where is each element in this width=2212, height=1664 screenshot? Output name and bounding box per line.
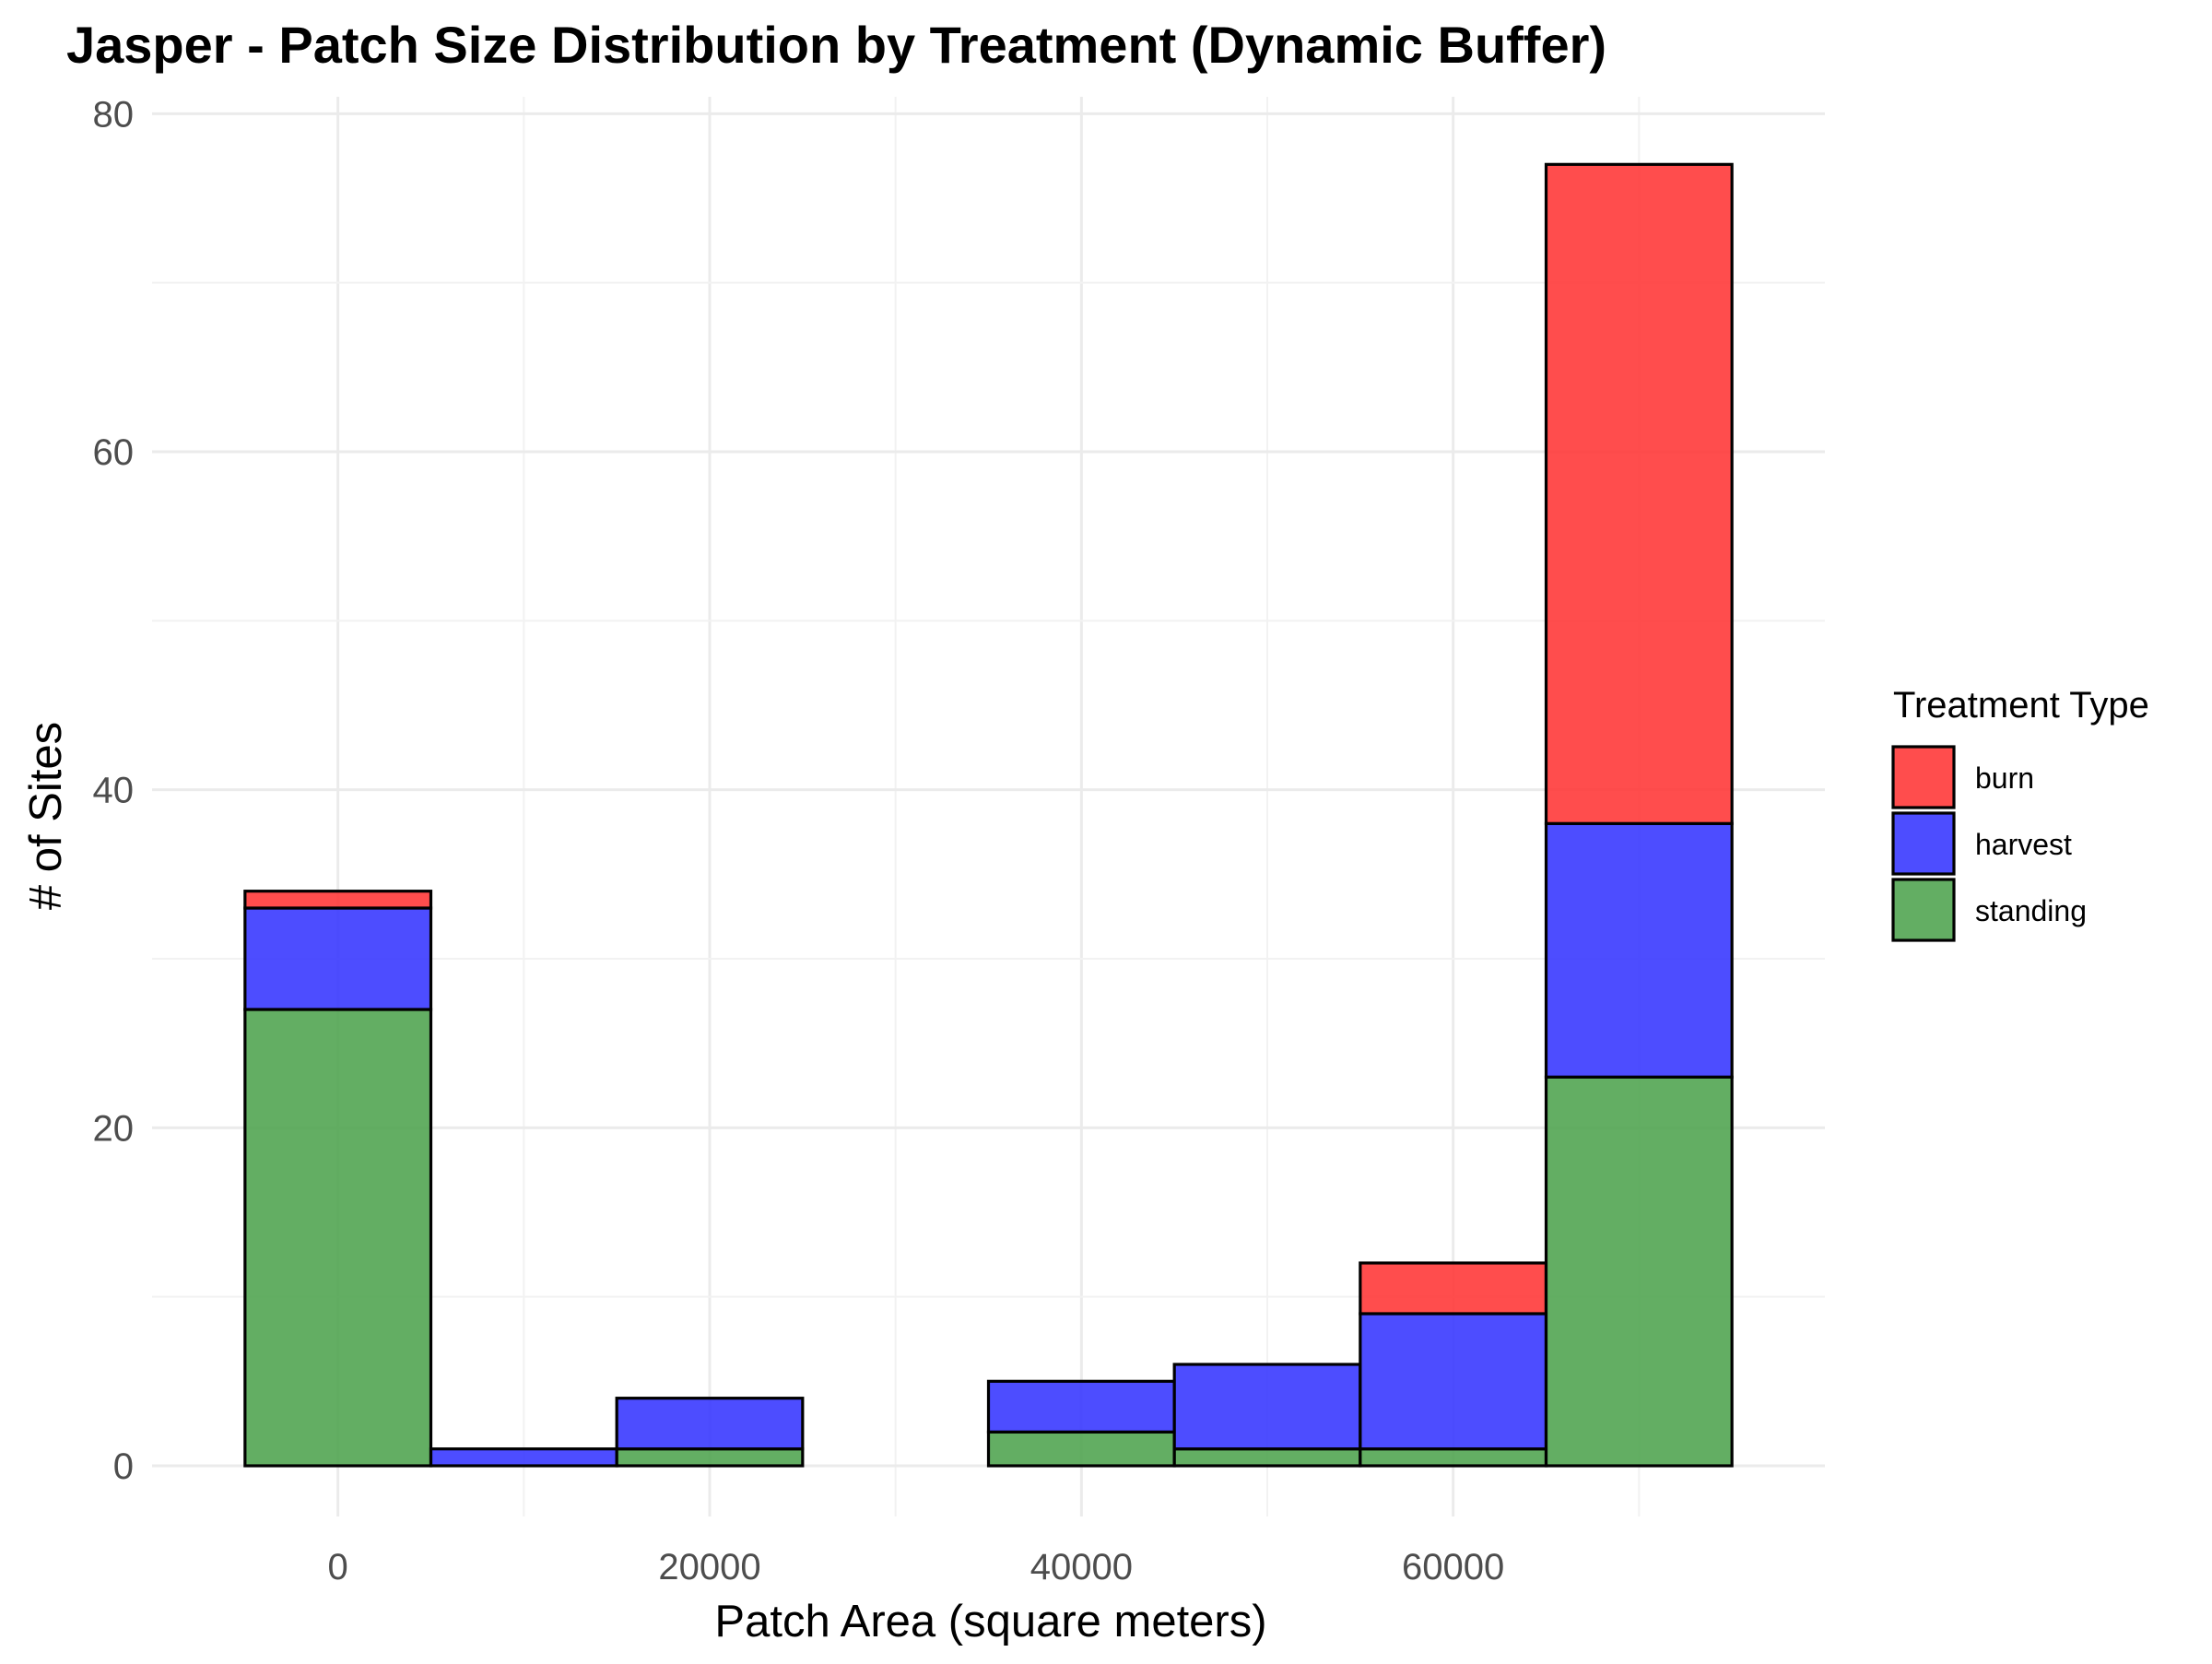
y-tick-label: 80 bbox=[93, 94, 135, 135]
bar-harvest bbox=[243, 906, 433, 1011]
legend-items: burn harvest standing bbox=[1891, 745, 2087, 942]
legend-swatch-standing bbox=[1891, 878, 1956, 942]
legend-label-standing: standing bbox=[1975, 894, 2087, 927]
y-tick-label: 20 bbox=[93, 1108, 135, 1149]
bar-burn bbox=[1359, 1261, 1548, 1316]
bar-standing bbox=[1359, 1447, 1548, 1468]
y-tick-label: 60 bbox=[93, 432, 135, 473]
legend-swatch-burn bbox=[1891, 745, 1956, 809]
y-tick-label: 0 bbox=[113, 1446, 134, 1487]
y-axis-title: # of Sites bbox=[21, 722, 71, 910]
bar-harvest bbox=[615, 1397, 805, 1451]
bar-standing bbox=[615, 1447, 805, 1468]
legend-label-burn: burn bbox=[1975, 761, 2034, 795]
x-tick-label: 60000 bbox=[1402, 1547, 1504, 1587]
x-axis-title: Patch Area (square meters) bbox=[714, 1597, 1266, 1646]
legend-swatch-harvest bbox=[1891, 811, 1956, 876]
legend: Treatment Type burn harvest standing bbox=[1891, 685, 2149, 942]
bar-harvest bbox=[986, 1379, 1176, 1434]
bar-burn bbox=[243, 890, 433, 910]
bar-standing bbox=[1172, 1447, 1362, 1468]
x-tick-label: 40000 bbox=[1030, 1547, 1133, 1587]
bar-harvest bbox=[429, 1447, 618, 1468]
bar-burn bbox=[1544, 162, 1734, 825]
bar-standing bbox=[1544, 1075, 1734, 1468]
bar-harvest bbox=[1544, 821, 1734, 1079]
bar-standing bbox=[986, 1430, 1176, 1468]
chart-title: Jasper - Patch Size Distribution by Trea… bbox=[66, 16, 1606, 74]
x-tick-label: 20000 bbox=[658, 1547, 760, 1587]
y-tick-label: 40 bbox=[93, 771, 135, 811]
legend-label-harvest: harvest bbox=[1975, 828, 2072, 861]
bar-standing bbox=[243, 1008, 433, 1468]
x-tick-label: 0 bbox=[328, 1547, 348, 1587]
bar-harvest bbox=[1359, 1312, 1548, 1451]
legend-title: Treatment Type bbox=[1893, 685, 2149, 726]
bar-harvest bbox=[1172, 1363, 1362, 1451]
bars bbox=[243, 162, 1734, 1468]
tick-labels: 0 20000 40000 60000 0 20 40 60 80 bbox=[93, 94, 1505, 1587]
